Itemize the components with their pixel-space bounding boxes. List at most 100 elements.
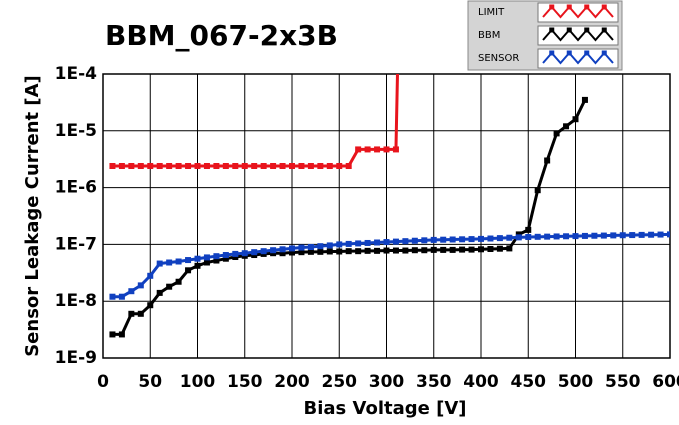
y-tick-label: 1E-4	[55, 64, 97, 84]
legend-swatch-box	[537, 48, 619, 69]
marker	[364, 146, 371, 153]
marker	[118, 293, 125, 300]
marker	[478, 246, 484, 253]
marker	[619, 232, 626, 239]
marker	[402, 238, 409, 245]
marker	[544, 233, 551, 240]
marker	[581, 232, 588, 239]
marker	[279, 246, 286, 253]
marker	[298, 244, 305, 251]
marker	[213, 257, 220, 264]
marker	[232, 254, 239, 261]
legend-marker	[584, 27, 590, 33]
plot-frame	[102, 73, 671, 359]
marker	[374, 247, 381, 254]
marker	[317, 243, 324, 250]
legend-marker	[601, 27, 607, 33]
marker	[553, 233, 560, 240]
marker	[289, 163, 295, 170]
marker	[411, 237, 418, 244]
marker	[392, 247, 399, 254]
x-tick-label: 450	[511, 372, 547, 392]
marker	[383, 239, 390, 246]
marker	[648, 231, 655, 238]
marker	[572, 233, 579, 240]
marker	[128, 163, 135, 170]
marker	[307, 243, 314, 250]
y-tick-label: 1E-6	[55, 178, 97, 198]
y-tick-label: 1E-9	[55, 348, 97, 368]
marker	[270, 163, 277, 170]
marker	[534, 187, 541, 194]
marker	[166, 259, 173, 266]
marker	[544, 157, 551, 164]
marker	[638, 231, 645, 238]
x-tick-label: 0	[97, 372, 109, 392]
marker	[128, 288, 135, 295]
marker	[156, 163, 163, 170]
marker	[222, 255, 229, 262]
marker	[506, 234, 513, 241]
marker	[326, 248, 333, 255]
marker	[185, 267, 192, 274]
legend-swatch	[542, 51, 614, 65]
legend-swatch	[542, 5, 614, 19]
marker	[563, 233, 570, 240]
marker	[657, 231, 664, 238]
series-group	[109, 74, 670, 338]
marker	[421, 237, 428, 244]
marker	[515, 234, 522, 241]
marker	[260, 163, 267, 170]
legend-marker	[549, 4, 555, 10]
marker	[147, 302, 154, 309]
legend-marker	[549, 50, 555, 56]
marker	[147, 272, 154, 279]
marker	[156, 289, 163, 296]
marker	[232, 250, 239, 257]
legend-label: SENSOR	[478, 53, 519, 64]
y-tick-label: 1E-8	[55, 291, 97, 311]
marker	[392, 238, 399, 245]
marker	[610, 232, 617, 239]
legend-marker	[566, 50, 572, 56]
marker	[251, 163, 258, 170]
marker	[109, 163, 116, 170]
legend-marker	[566, 4, 572, 10]
marker	[317, 248, 324, 255]
marker	[137, 282, 144, 289]
legend-label: LIMIT	[478, 7, 505, 18]
marker	[374, 146, 381, 153]
marker	[241, 163, 248, 170]
marker	[147, 163, 154, 170]
marker	[175, 163, 182, 170]
marker	[496, 245, 503, 252]
marker	[449, 236, 456, 243]
marker	[222, 163, 229, 170]
marker	[326, 242, 333, 249]
marker	[468, 236, 475, 243]
marker	[298, 163, 305, 170]
marker	[591, 232, 598, 239]
marker	[355, 248, 362, 255]
marker	[175, 258, 182, 265]
marker	[383, 247, 390, 254]
marker	[175, 278, 182, 285]
legend-marker	[601, 4, 607, 10]
marker	[307, 163, 314, 170]
marker	[203, 259, 210, 266]
marker	[355, 146, 362, 153]
legend-marker	[566, 27, 572, 33]
marker	[194, 163, 201, 170]
marker	[194, 262, 201, 269]
marker	[156, 260, 163, 267]
marker	[496, 235, 503, 242]
marker	[402, 247, 409, 254]
x-tick-label: 600	[652, 372, 679, 392]
marker	[213, 163, 220, 170]
marker	[336, 248, 343, 255]
legend-label: BBM	[478, 30, 500, 41]
marker	[345, 240, 352, 247]
marker	[118, 163, 125, 170]
legend-marker	[584, 50, 590, 56]
marker	[600, 232, 607, 239]
